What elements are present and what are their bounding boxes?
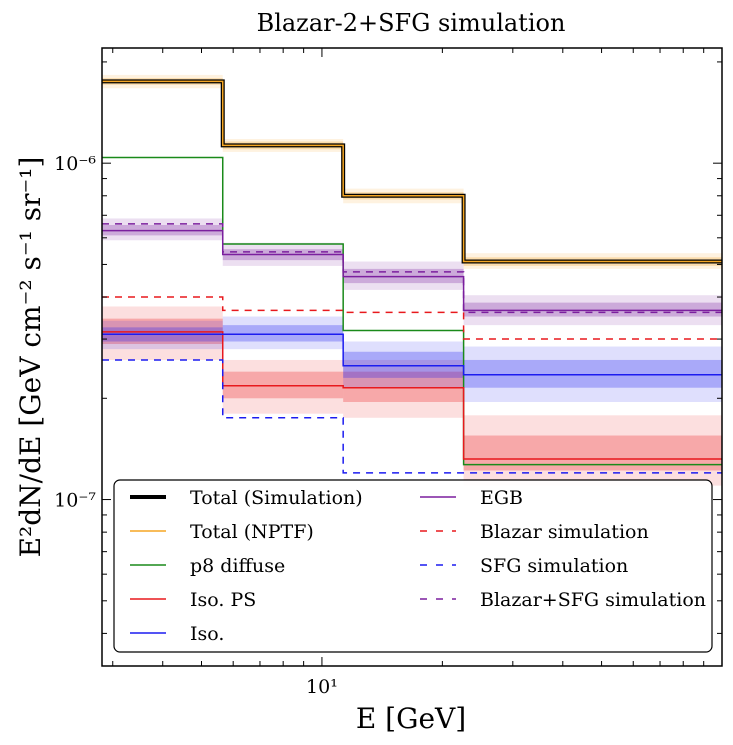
iso-band68-bin-3: [343, 351, 464, 378]
iso-ps-band95-bin-4: [463, 415, 722, 486]
iso-band95-bin-3: [343, 341, 464, 388]
blazar-simulation-line: [102, 296, 722, 340]
iso-ps-band68-bin-3: [343, 371, 464, 402]
blazar-sfg-simulation-line: [102, 223, 722, 314]
iso-band68-bin-4: [463, 359, 722, 388]
legend-label-iso: Iso.: [190, 623, 224, 645]
legend-label-total-simulation: Total (Simulation): [190, 487, 363, 509]
series-lines: [102, 79, 722, 474]
iso-ps-band95-bin-1: [102, 306, 223, 360]
legend-label-blazar-sfg-simulation: Blazar+SFG simulation: [480, 589, 706, 611]
iso-band95-bin-2: [222, 316, 344, 350]
total-nptf-line: [102, 80, 722, 263]
legend-label-sfg-simulation: SFG simulation: [480, 555, 628, 577]
sfg-simulation-line: [102, 359, 722, 474]
legend-box: [113, 479, 713, 653]
egb-band95-bin-3: [343, 261, 464, 290]
y-axis-label: E²dN/dE [GeV cm⁻² s⁻¹ sr⁻¹]: [14, 157, 47, 558]
y-tick-label: 10⁻⁷: [54, 490, 96, 512]
egb-band68-bin-4: [463, 302, 722, 317]
legend-label-p8-diffuse: p8 diffuse: [190, 555, 285, 577]
axis-ticks: 10⁻⁶ 10⁻⁷ 10¹: [54, 48, 723, 698]
x-tick-label: 10¹: [306, 676, 338, 698]
legend-label-blazar-simulation: Blazar simulation: [480, 521, 649, 543]
y-tick-label: 10⁻⁶: [54, 153, 96, 175]
legend-label-iso-ps: Iso. PS: [190, 589, 256, 611]
plot-frame: [101, 47, 723, 667]
x-axis-label: E [GeV]: [356, 702, 466, 735]
iso-line: [102, 333, 722, 376]
confidence-bands: [102, 74, 722, 486]
legend-label-total-nptf: Total (NPTF): [190, 521, 314, 543]
chart-title: Blazar-2+SFG simulation: [257, 9, 566, 37]
legend: Total (Simulation) Total (NPTF) p8 diffuse…: [113, 479, 713, 653]
iso-ps-band95-bin-3: [343, 359, 464, 418]
iso-ps-band95-bin-2: [222, 359, 344, 414]
legend-label-egb: EGB: [480, 487, 523, 509]
iso-band68-bin-2: [222, 325, 344, 342]
iso-ps-line: [102, 331, 722, 460]
